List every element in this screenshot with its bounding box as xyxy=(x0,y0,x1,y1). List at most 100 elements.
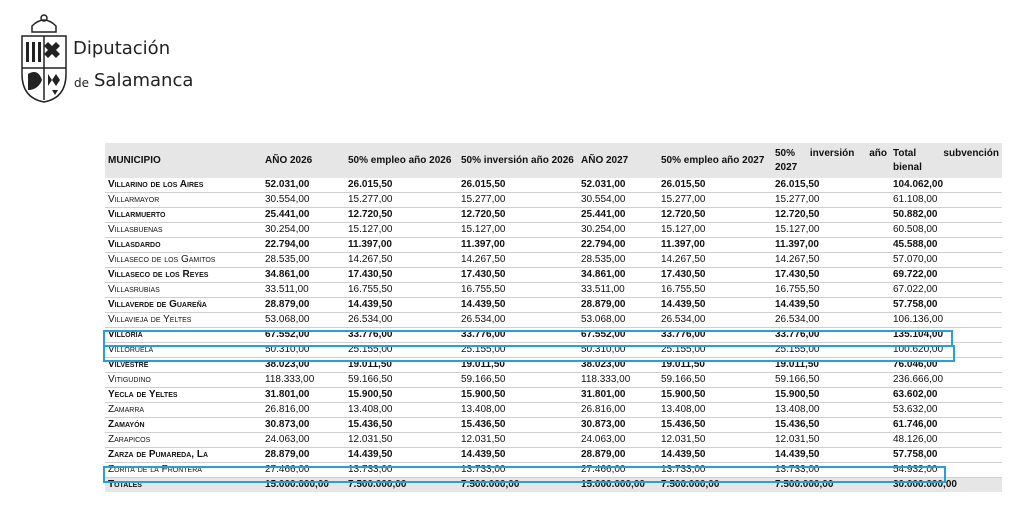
amount-cell: 15.277,00 xyxy=(658,192,772,208)
amount-cell: 28.535,00 xyxy=(262,252,345,268)
coat-of-arms xyxy=(21,14,67,103)
amount-cell: 13.408,00 xyxy=(658,402,772,418)
amount-cell: 30.254,00 xyxy=(578,222,658,238)
amount-cell: 26.015,50 xyxy=(345,178,458,193)
amount-cell: 26.534,00 xyxy=(458,312,578,328)
amount-cell: 11.397,00 xyxy=(772,237,890,253)
amount-cell: 52.031,00 xyxy=(262,178,345,193)
amount-cell: 12.720,50 xyxy=(658,207,772,223)
amount-cell: 15.127,00 xyxy=(772,222,890,238)
amount-cell: 14.267,50 xyxy=(658,252,772,268)
amount-cell: 53.068,00 xyxy=(578,312,658,328)
amount-cell: 59.166,50 xyxy=(345,372,458,388)
amount-cell: 26.816,00 xyxy=(578,402,658,418)
table-row: Villaseco de los Reyes 34.861,00 17.430,50… xyxy=(105,267,1002,283)
amount-cell: 67.022,00 xyxy=(890,282,1002,298)
amount-cell: 14.267,50 xyxy=(772,252,890,268)
amount-cell: 14.267,50 xyxy=(345,252,458,268)
amount-cell: 30.873,00 xyxy=(262,417,345,433)
table-row: Villasrubias 33.511,00 16.755,50 16.755,50 3… xyxy=(105,282,1002,298)
amount-cell: 13.408,00 xyxy=(458,402,578,418)
amount-cell: 26.015,50 xyxy=(772,178,890,193)
amount-cell: 28.879,00 xyxy=(262,447,345,463)
header-row: MUNICIPIO AÑO 2026 50% empleo año 2026 50% … xyxy=(105,143,1002,178)
amount-cell: 24.063,00 xyxy=(578,432,658,448)
table-row: Yecla de Yeltes 31.801,00 15.900,50 15.900,… xyxy=(105,387,1002,403)
column-header: 50% inversión año 2026 xyxy=(458,143,578,178)
table-row: Villavieja de Yeltes 53.068,00 26.534,00 26… xyxy=(105,312,1002,328)
amount-cell: 11.397,00 xyxy=(458,237,578,253)
amount-cell: 14.439,50 xyxy=(658,447,772,463)
amount-cell: 30.554,00 xyxy=(578,192,658,208)
amount-cell: 34.861,00 xyxy=(578,267,658,283)
amount-cell: 12.031,50 xyxy=(345,432,458,448)
table-row: Zarapicos 24.063,00 12.031,50 12.031,50 24.0… xyxy=(105,432,1002,448)
amount-cell: 15.900,50 xyxy=(772,387,890,403)
column-header: AÑO 2027 xyxy=(578,143,658,178)
amount-cell: 31.801,00 xyxy=(578,387,658,403)
amount-cell: 15.277,00 xyxy=(458,192,578,208)
amount-cell: 53.068,00 xyxy=(262,312,345,328)
amount-cell: 14.439,50 xyxy=(458,297,578,313)
amount-cell: 15.436,50 xyxy=(458,417,578,433)
highlight-box xyxy=(103,345,955,362)
amount-cell: 15.900,50 xyxy=(458,387,578,403)
municipality-cell: Villaverde de Guareña xyxy=(105,297,262,313)
amount-cell: 118.333,00 xyxy=(578,372,658,388)
amount-cell: 16.755,50 xyxy=(345,282,458,298)
municipality-cell: Zarza de Pumareda, La xyxy=(105,447,262,463)
amount-cell: 30.554,00 xyxy=(262,192,345,208)
amount-cell: 15.277,00 xyxy=(345,192,458,208)
amount-cell: 16.755,50 xyxy=(458,282,578,298)
amount-cell: 48.126,00 xyxy=(890,432,1002,448)
amount-cell: 236.666,00 xyxy=(890,372,1002,388)
municipality-cell: Yecla de Yeltes xyxy=(105,387,262,403)
amount-cell: 14.439,50 xyxy=(658,297,772,313)
column-header: 50% empleo año 2026 xyxy=(345,143,458,178)
table-row: Villarmayor 30.554,00 15.277,00 15.277,00 30… xyxy=(105,192,1002,208)
amount-cell: 12.720,50 xyxy=(772,207,890,223)
municipality-cell: Zarapicos xyxy=(105,432,262,448)
municipality-cell: Villarmayor xyxy=(105,192,262,208)
municipality-cell: Villavieja de Yeltes xyxy=(105,312,262,328)
amount-cell: 17.430,50 xyxy=(772,267,890,283)
amount-cell: 13.408,00 xyxy=(345,402,458,418)
amount-cell: 26.015,50 xyxy=(458,178,578,193)
amount-cell: 12.031,50 xyxy=(772,432,890,448)
amount-cell: 14.439,50 xyxy=(458,447,578,463)
amount-cell: 15.436,50 xyxy=(772,417,890,433)
highlight-box xyxy=(103,466,946,483)
amount-cell: 31.801,00 xyxy=(262,387,345,403)
amount-cell: 118.333,00 xyxy=(262,372,345,388)
municipality-cell: Villasrubias xyxy=(105,282,262,298)
amount-cell: 57.070,00 xyxy=(890,252,1002,268)
amount-cell: 28.879,00 xyxy=(578,447,658,463)
amount-cell: 104.062,00 xyxy=(890,178,1002,193)
table-body: Villarino de los Aires 52.031,00 26.015,50… xyxy=(105,178,1002,492)
amount-cell: 60.508,00 xyxy=(890,222,1002,238)
amount-cell: 106.136,00 xyxy=(890,312,1002,328)
amount-cell: 14.439,50 xyxy=(772,297,890,313)
table-row: Villarino de los Aires 52.031,00 26.015,50… xyxy=(105,178,1002,193)
municipality-cell: Zamarra xyxy=(105,402,262,418)
amount-cell: 53.632,00 xyxy=(890,402,1002,418)
table-row: Zamarra 26.816,00 13.408,00 13.408,00 26.816… xyxy=(105,402,1002,418)
amount-cell: 14.267,50 xyxy=(458,252,578,268)
amount-cell: 28.535,00 xyxy=(578,252,658,268)
municipality-cell: Villarmuerto xyxy=(105,207,262,223)
amount-cell: 28.879,00 xyxy=(262,297,345,313)
column-header: MUNICIPIO xyxy=(105,143,262,178)
amount-cell: 25.441,00 xyxy=(262,207,345,223)
amount-cell: 26.534,00 xyxy=(772,312,890,328)
amount-cell: 59.166,50 xyxy=(772,372,890,388)
amount-cell: 33.511,00 xyxy=(262,282,345,298)
amount-cell: 26.816,00 xyxy=(262,402,345,418)
column-header: 50% empleo año 2027 xyxy=(658,143,772,178)
amount-cell: 59.166,50 xyxy=(658,372,772,388)
amount-cell: 50.882,00 xyxy=(890,207,1002,223)
amount-cell: 34.861,00 xyxy=(262,267,345,283)
amount-cell: 15.127,00 xyxy=(658,222,772,238)
amount-cell: 22.794,00 xyxy=(578,237,658,253)
column-header: 50% inversión año 2027 xyxy=(772,143,890,178)
table-row: Zamayón 30.873,00 15.436,50 15.436,50 30.873… xyxy=(105,417,1002,433)
